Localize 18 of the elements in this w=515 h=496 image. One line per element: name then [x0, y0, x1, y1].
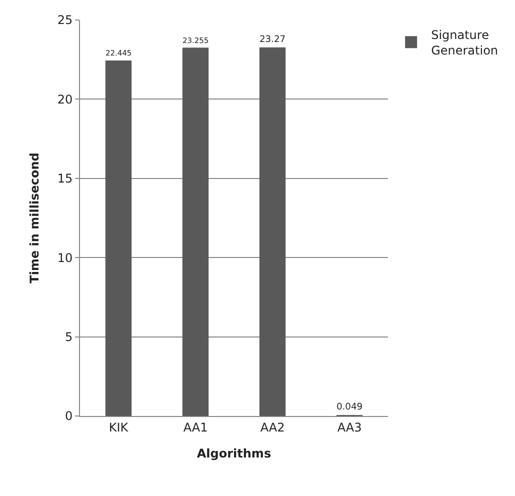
x-tick-label: AA3: [337, 420, 362, 434]
bar: [105, 60, 132, 416]
y-tick-label: 20: [57, 92, 73, 106]
x-tick-label: KIK: [108, 420, 130, 434]
x-axis-title: Algorithms: [196, 446, 272, 460]
x-tick-label: AA1: [183, 420, 208, 434]
y-tick-label: 10: [57, 250, 73, 265]
x-tick-label: AA2: [260, 420, 285, 434]
data-label: 23.27: [259, 35, 286, 46]
y-tick-label: 5: [64, 330, 73, 344]
legend-label: Signature Generation: [431, 28, 498, 58]
bar: [182, 48, 209, 416]
y-tick-label: 15: [57, 172, 73, 186]
bar: [259, 47, 286, 416]
y-tick-label: 25: [57, 13, 73, 28]
y-axis-title: Time in millisecond: [28, 152, 42, 284]
y-tick-label: 0: [64, 409, 73, 424]
data-label: 0.049: [336, 402, 363, 413]
